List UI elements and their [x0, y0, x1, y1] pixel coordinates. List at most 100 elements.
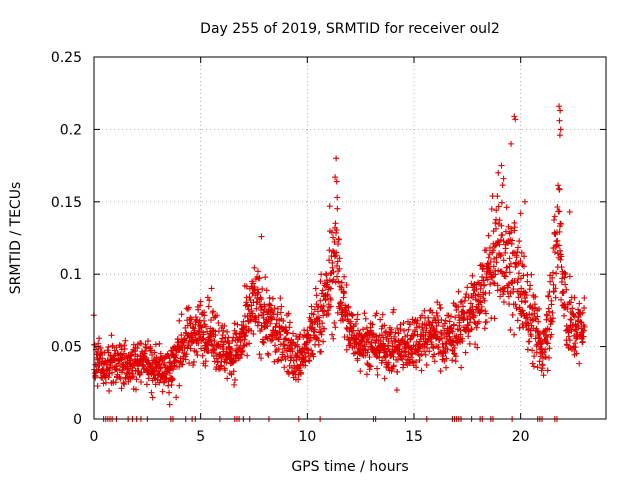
data-point-outlier — [500, 175, 507, 182]
data-point — [568, 328, 575, 335]
data-point — [581, 305, 588, 312]
data-point — [187, 320, 194, 327]
data-point — [442, 349, 449, 356]
data-point — [523, 292, 530, 299]
data-point — [549, 318, 556, 325]
data-point — [256, 351, 263, 358]
data-point — [200, 335, 207, 342]
data-point — [133, 376, 140, 383]
data-point — [354, 311, 361, 318]
data-point — [498, 251, 505, 258]
data-point — [505, 293, 512, 300]
data-point — [460, 303, 467, 310]
data-point — [368, 343, 375, 350]
data-point — [272, 342, 279, 349]
data-point — [569, 305, 576, 312]
data-point — [251, 264, 258, 271]
data-point — [407, 336, 414, 343]
data-point — [572, 344, 579, 351]
data-point — [458, 298, 465, 305]
data-point — [148, 389, 155, 396]
data-point — [483, 318, 490, 325]
data-point — [275, 356, 282, 363]
data-point — [507, 326, 514, 333]
data-point — [297, 331, 304, 338]
data-point — [562, 271, 569, 278]
data-point — [531, 310, 538, 317]
data-point — [319, 320, 326, 327]
data-point — [310, 353, 317, 360]
data-point — [138, 369, 145, 376]
data-point — [551, 213, 558, 220]
data-point — [200, 317, 207, 324]
data-point-outlier — [166, 401, 173, 408]
data-point — [493, 225, 500, 232]
data-point — [212, 332, 219, 339]
data-point — [340, 317, 347, 324]
data-point — [442, 317, 449, 324]
data-point — [394, 325, 401, 332]
data-point — [524, 346, 531, 353]
data-point — [503, 204, 510, 211]
data-point — [202, 358, 209, 365]
data-point — [238, 330, 245, 337]
data-point — [431, 358, 438, 365]
data-point — [271, 358, 278, 365]
data-point — [329, 264, 336, 271]
data-point — [144, 338, 151, 345]
data-point — [179, 361, 186, 368]
data-point — [433, 322, 440, 329]
data-point — [192, 332, 199, 339]
data-point — [478, 261, 485, 268]
data-point — [474, 344, 481, 351]
data-point — [524, 314, 531, 321]
data-point — [485, 232, 492, 239]
data-point — [269, 336, 276, 343]
data-point — [454, 326, 461, 333]
data-point — [414, 317, 421, 324]
data-point — [561, 269, 568, 276]
data-point — [187, 345, 194, 352]
data-point — [181, 344, 188, 351]
data-point — [336, 265, 343, 272]
data-point — [135, 367, 142, 374]
data-point — [205, 347, 212, 354]
data-point — [477, 293, 484, 300]
data-point — [521, 253, 528, 260]
data-point-outlier — [495, 169, 502, 176]
data-point — [405, 326, 412, 333]
data-point — [232, 347, 239, 354]
data-point — [511, 277, 518, 284]
data-point — [298, 348, 305, 355]
data-point — [253, 305, 260, 312]
data-point — [176, 317, 183, 324]
data-point — [506, 255, 513, 262]
data-point — [248, 302, 255, 309]
data-point — [347, 340, 354, 347]
data-point — [176, 363, 183, 370]
data-point — [326, 247, 333, 254]
data-point — [380, 334, 387, 341]
data-point — [94, 382, 101, 389]
data-point — [333, 229, 340, 236]
data-point — [432, 318, 439, 325]
data-point — [165, 378, 172, 385]
data-point — [576, 360, 583, 367]
data-point — [458, 364, 465, 371]
data-point — [504, 284, 511, 291]
data-point — [277, 309, 284, 316]
data-point — [526, 311, 533, 318]
data-point — [580, 333, 587, 340]
data-point — [367, 327, 374, 334]
plot-frame — [93, 56, 607, 420]
data-point — [465, 322, 472, 329]
data-point — [134, 353, 141, 360]
x-axis-label: GPS time / hours — [291, 459, 408, 475]
data-point — [568, 316, 575, 323]
data-point-outlier — [511, 113, 518, 120]
data-point — [321, 308, 328, 315]
data-point — [488, 206, 495, 213]
data-point — [443, 355, 450, 362]
data-point — [577, 318, 584, 325]
